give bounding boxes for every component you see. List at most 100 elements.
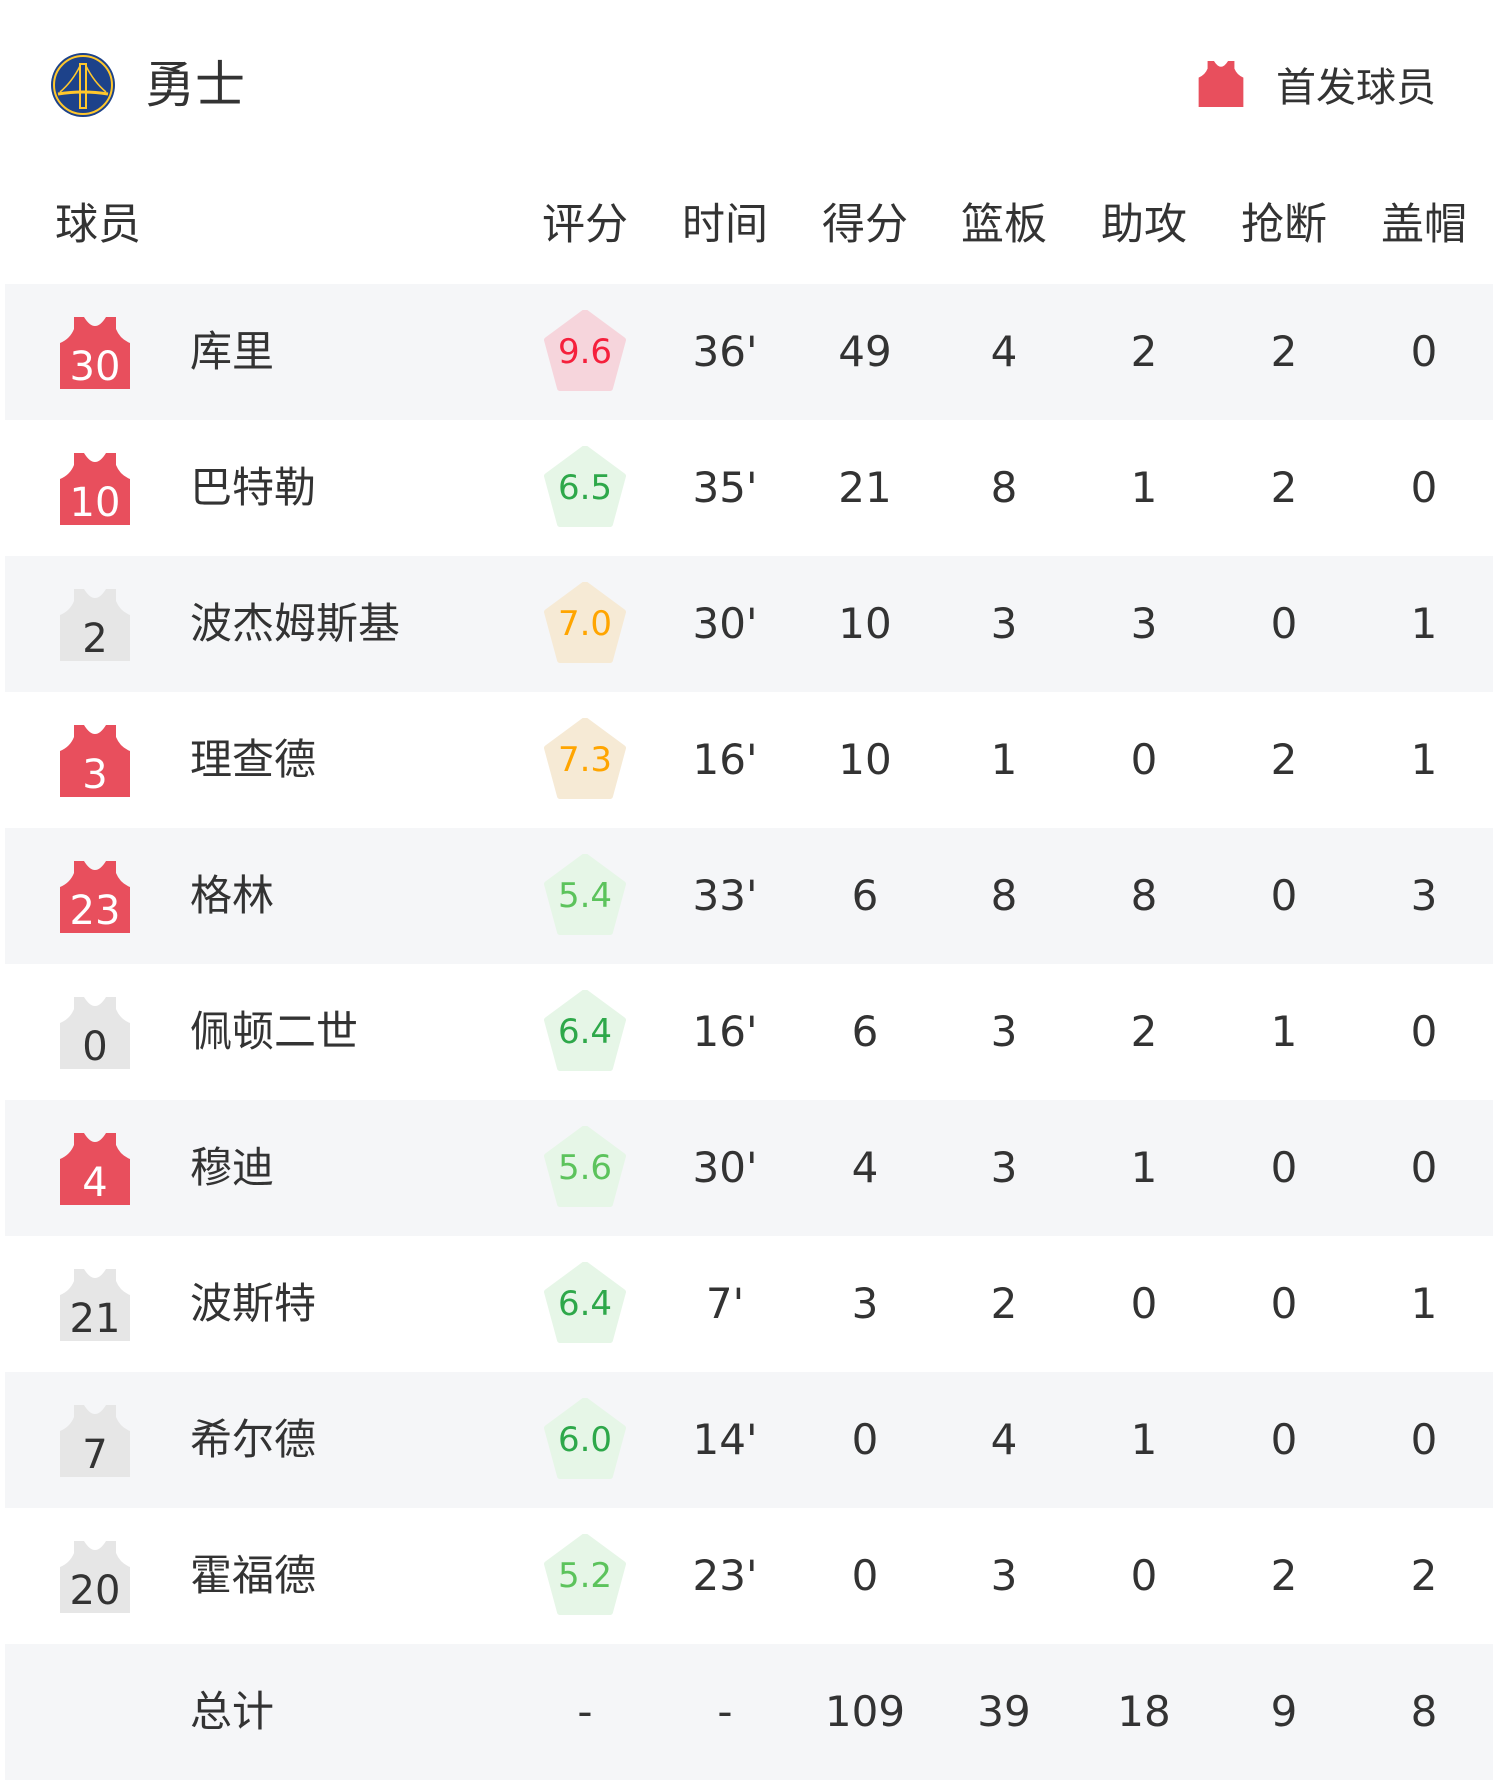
column-header-rebounds[interactable]: 篮板 [961, 200, 1047, 250]
stat-assists: 1 [1130, 463, 1158, 512]
stat-points: 10 [838, 735, 892, 784]
stat-steals: 2 [1270, 327, 1298, 376]
stat-rebounds: 1 [990, 735, 1018, 784]
player-row[interactable]: 3 理查德 7.3 16' 10 1 0 2 1 [5, 692, 1493, 828]
rating-value: 6.5 [557, 468, 613, 508]
player-row[interactable]: 30 库里 9.6 36' 49 4 2 2 0 [5, 284, 1493, 420]
stat-rebounds: 4 [990, 327, 1018, 376]
column-header-steals[interactable]: 抢断 [1241, 200, 1327, 250]
jersey-icon: 23 [60, 861, 130, 933]
stat-assists: 0 [1130, 1279, 1158, 1328]
stat-assists: 8 [1130, 871, 1158, 920]
stat-points: 21 [838, 463, 892, 512]
player-name[interactable]: 希尔德 [190, 1415, 317, 1464]
stat-blocks: 1 [1410, 735, 1438, 784]
jersey-icon [1198, 61, 1244, 107]
rating-value: 6.0 [557, 1420, 613, 1460]
player-name[interactable]: 波杰姆斯基 [190, 599, 401, 648]
total-assists: 18 [1117, 1687, 1171, 1736]
stat-time: 35' [692, 463, 758, 512]
stat-points: 0 [851, 1415, 879, 1464]
jersey-number: 23 [69, 888, 121, 934]
rating-badge: 5.4 [544, 854, 626, 936]
player-name[interactable]: 穆迪 [190, 1143, 275, 1192]
player-row[interactable]: 20 霍福德 5.2 23' 0 3 0 2 2 [5, 1508, 1493, 1644]
rating-badge: 7.3 [544, 718, 626, 800]
player-name[interactable]: 霍福德 [190, 1551, 317, 1600]
rating-badge: 6.4 [544, 990, 626, 1072]
player-row[interactable]: 7 希尔德 6.0 14' 0 4 1 0 0 [5, 1372, 1493, 1508]
stat-assists: 0 [1130, 1551, 1158, 1600]
total-steals: 9 [1270, 1687, 1298, 1736]
player-row[interactable]: 2 波杰姆斯基 7.0 30' 10 3 3 0 1 [5, 556, 1493, 692]
jersey-number: 20 [69, 1568, 121, 1614]
stat-points: 10 [838, 599, 892, 648]
jersey-icon: 30 [60, 317, 130, 389]
stat-points: 49 [838, 327, 892, 376]
column-header-points[interactable]: 得分 [822, 200, 908, 250]
stat-steals: 2 [1270, 735, 1298, 784]
jersey-number: 2 [82, 616, 108, 662]
stat-assists: 1 [1130, 1415, 1158, 1464]
stat-blocks: 0 [1410, 327, 1438, 376]
jersey-icon: 20 [60, 1541, 130, 1613]
player-row[interactable]: 10 巴特勒 6.5 35' 21 8 1 2 0 [5, 420, 1493, 556]
stat-assists: 2 [1130, 1007, 1158, 1056]
jersey-icon: 3 [60, 725, 130, 797]
stat-steals: 2 [1270, 463, 1298, 512]
jersey-icon: 21 [60, 1269, 130, 1341]
jersey-icon: 2 [60, 589, 130, 661]
jersey-icon: 4 [60, 1133, 130, 1205]
stat-rebounds: 4 [990, 1415, 1018, 1464]
stat-steals: 0 [1270, 1143, 1298, 1192]
stat-points: 3 [851, 1279, 879, 1328]
starter-legend: 首发球员 [1198, 56, 1436, 112]
stat-blocks: 1 [1410, 1279, 1438, 1328]
player-name[interactable]: 巴特勒 [190, 463, 317, 512]
stat-rebounds: 3 [990, 1551, 1018, 1600]
jersey-icon: 7 [60, 1405, 130, 1477]
stat-time: 14' [692, 1415, 758, 1464]
player-name[interactable]: 理查德 [190, 735, 317, 784]
stat-time: 36' [692, 327, 758, 376]
total-rebounds: 39 [977, 1687, 1031, 1736]
player-name[interactable]: 格林 [190, 871, 275, 920]
column-header-player[interactable]: 球员 [55, 200, 141, 250]
jersey-number: 4 [82, 1160, 108, 1206]
player-name[interactable]: 佩顿二世 [190, 1007, 359, 1056]
rating-value: 5.6 [557, 1148, 613, 1188]
player-row[interactable]: 21 波斯特 6.4 7' 3 2 0 0 1 [5, 1236, 1493, 1372]
stat-blocks: 0 [1410, 1143, 1438, 1192]
jersey-icon: 10 [60, 453, 130, 525]
rating-value: 5.2 [557, 1556, 613, 1596]
stat-rebounds: 8 [990, 463, 1018, 512]
stat-blocks: 1 [1410, 599, 1438, 648]
stat-assists: 1 [1130, 1143, 1158, 1192]
player-name[interactable]: 波斯特 [190, 1279, 317, 1328]
player-row[interactable]: 4 穆迪 5.6 30' 4 3 1 0 0 [5, 1100, 1493, 1236]
stat-steals: 0 [1270, 1415, 1298, 1464]
player-name[interactable]: 库里 [190, 327, 275, 376]
stat-steals: 0 [1270, 1279, 1298, 1328]
totals-label: 总计 [190, 1687, 275, 1736]
rating-badge: 6.4 [544, 1262, 626, 1344]
stat-points: 4 [851, 1143, 879, 1192]
player-row[interactable]: 23 格林 5.4 33' 6 8 8 0 3 [5, 828, 1493, 964]
column-header-rating[interactable]: 评分 [542, 200, 628, 250]
legend-label: 首发球员 [1276, 65, 1436, 111]
stat-steals: 2 [1270, 1551, 1298, 1600]
jersey-number: 0 [82, 1024, 108, 1070]
rating-badge: 5.2 [544, 1534, 626, 1616]
stat-blocks: 0 [1410, 463, 1438, 512]
column-header-assists[interactable]: 助攻 [1101, 200, 1187, 250]
column-header-blocks[interactable]: 盖帽 [1381, 200, 1467, 250]
player-row[interactable]: 0 佩顿二世 6.4 16' 6 3 2 1 0 [5, 964, 1493, 1100]
stat-assists: 3 [1130, 599, 1158, 648]
rating-badge: 6.0 [544, 1398, 626, 1480]
column-header-time[interactable]: 时间 [682, 200, 768, 250]
jersey-icon: 0 [60, 997, 130, 1069]
stat-points: 6 [851, 871, 879, 920]
column-headers: 球员 评分 时间 得分 篮板 助攻 抢断 盖帽 [0, 195, 1500, 255]
stat-time: 33' [692, 871, 758, 920]
stat-time: 23' [692, 1551, 758, 1600]
